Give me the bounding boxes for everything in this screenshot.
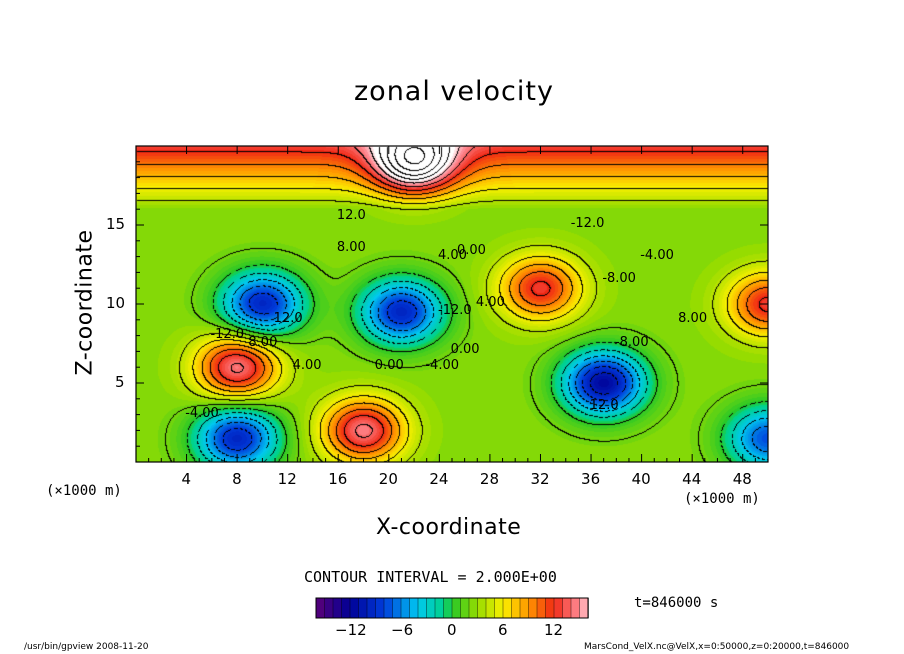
x-tick-label: 28	[479, 470, 499, 488]
footer-left: /usr/bin/gpview 2008-11-20	[24, 642, 149, 652]
x-tick-label: 20	[378, 470, 398, 488]
x-tick-label: 36	[581, 470, 601, 488]
x-tick-label: 8	[232, 470, 242, 488]
colorbar-cell	[434, 597, 445, 619]
colorbar-cell	[426, 597, 436, 619]
colorbar-cell	[324, 597, 334, 619]
colorbar-tick-label: −12	[335, 621, 367, 639]
colorbar-cell	[485, 597, 496, 619]
contour-label: 8.00	[248, 334, 278, 350]
x-tick-label: 40	[631, 470, 651, 488]
colorbar-cell	[460, 597, 470, 619]
contour-label: 0.00	[374, 358, 404, 374]
colorbar-cell	[528, 597, 538, 619]
contour-label: 12.0	[273, 310, 303, 326]
colorbar-cell	[545, 597, 555, 619]
x-tick-label: 32	[530, 470, 550, 488]
colorbar-cell	[409, 597, 419, 619]
chart-title: zonal velocity	[354, 76, 554, 107]
colorbar-cell	[358, 597, 368, 619]
colorbar-cell	[341, 597, 351, 619]
contour-label: 0.00	[456, 242, 486, 258]
colorbar-cell	[443, 597, 453, 619]
colorbar-cell	[519, 597, 530, 619]
y-tick-label: 10	[106, 294, 126, 312]
y-tick-label: 5	[115, 373, 125, 391]
y-unit-label: (×1000 m)	[46, 483, 122, 499]
time-label: t=846000 s	[634, 595, 719, 611]
contour-label: -8.00	[602, 271, 636, 287]
contour-label: 4.00	[292, 358, 322, 374]
colorbar-cell	[400, 597, 411, 619]
contour-label: -12.0	[210, 326, 245, 342]
colorbar-cell	[315, 597, 326, 619]
colorbar-frame	[315, 597, 589, 619]
contour-label: 12.0	[336, 208, 366, 224]
colorbar-cell	[392, 597, 402, 619]
colorbar-cell	[579, 597, 589, 619]
colorbar-cell	[562, 597, 572, 619]
x-tick-label: 12	[277, 470, 297, 488]
colorbar-cell	[451, 597, 462, 619]
colorbar-cell	[332, 597, 343, 619]
contour-label: -4.00	[185, 405, 219, 421]
colorbar-cell	[536, 597, 547, 619]
colorbar-cell	[477, 597, 487, 619]
colorbar-cell	[502, 597, 513, 619]
colorbar-cell	[366, 597, 377, 619]
contour-interval-label: CONTOUR INTERVAL = 2.000E+00	[304, 568, 557, 586]
x-tick-label: 48	[732, 470, 752, 488]
contour-label: -8.00	[614, 334, 649, 350]
colorbar-cell	[375, 597, 385, 619]
y-tick-label: 15	[106, 215, 126, 233]
contour-label: 8.00	[336, 239, 366, 255]
colorbar-cell	[349, 597, 360, 619]
contour-label: -4.00	[640, 247, 674, 263]
colorbar-cell	[383, 597, 394, 619]
contour-label: 4.00	[438, 247, 467, 263]
footer-right: MarsCond_VelX.nc@VelX,x=0:50000,z=0:2000…	[584, 642, 850, 652]
y-axis-label: Z-coordinate	[72, 229, 98, 376]
x-tick-label: 44	[682, 470, 702, 488]
contour-label: -4.00	[425, 358, 459, 374]
contour-label: 8.00	[678, 310, 708, 326]
x-unit-label: (×1000 m)	[684, 491, 760, 507]
contour-label: 4.00	[475, 295, 505, 310]
heatmap-image	[136, 146, 768, 462]
colorbar-tick-label: 6	[498, 621, 508, 639]
colorbar-tick-label: −6	[391, 621, 414, 639]
x-tick-label: 16	[328, 470, 348, 488]
colorbar-cell	[570, 597, 581, 619]
x-tick-label: 4	[181, 470, 192, 488]
contour-label: 0.00	[450, 342, 480, 358]
x-tick-label: 24	[429, 470, 449, 488]
contour-label: 12.0	[589, 397, 619, 413]
colorbar-cell	[468, 597, 479, 619]
colorbar-cell	[553, 597, 564, 619]
colorbar-tick-label: 0	[447, 621, 457, 639]
colorbar-cell	[417, 597, 428, 619]
x-axis-label: X-coordinate	[376, 515, 522, 540]
contour-label: -12.0	[570, 216, 605, 231]
colorbar-cell	[494, 597, 504, 619]
colorbar-tick-label: 12	[544, 621, 564, 639]
colorbar-cell	[511, 597, 521, 619]
contour-label: -12.0	[438, 302, 472, 318]
